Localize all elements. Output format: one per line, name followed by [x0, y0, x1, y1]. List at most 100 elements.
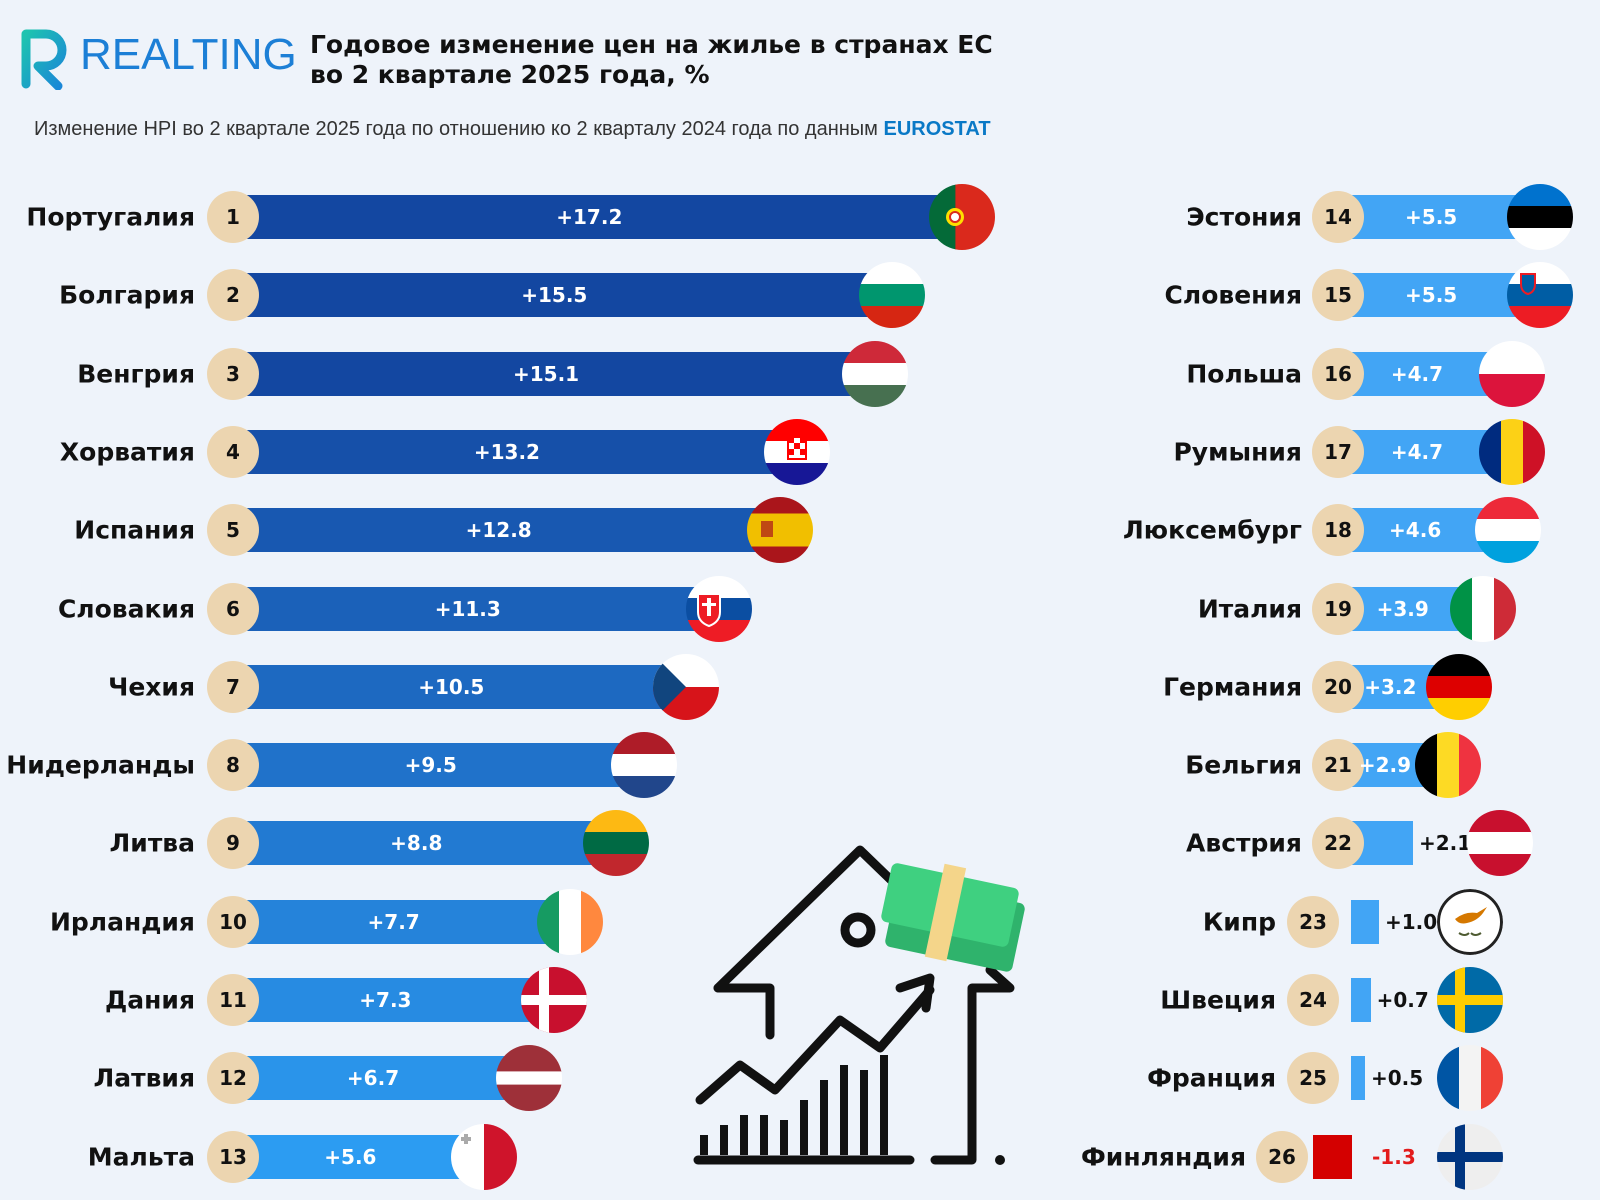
value-bar [240, 508, 781, 553]
rank-badge: 15 [1312, 269, 1364, 322]
country-name: Литва [109, 828, 195, 858]
country-name: Эстония [1186, 202, 1302, 232]
flag-ro-icon [1478, 418, 1545, 485]
flag-bg-icon [858, 262, 925, 329]
value-bar [1351, 899, 1379, 944]
value-label: +15.5 [521, 283, 588, 308]
flag-be-icon [1414, 732, 1481, 799]
country-name: Италия [1197, 594, 1302, 623]
value-bar [240, 743, 645, 788]
rank-badge: 9 [207, 817, 259, 870]
value-bar [1313, 1134, 1352, 1179]
rank-badge: 2 [207, 269, 259, 322]
value-label: +0.5 [1371, 1066, 1424, 1091]
chart-title: Годовое изменение цен на жилье в странах… [310, 30, 993, 90]
subtitle-text: Изменение HPI во 2 квартале 2025 года по… [34, 118, 884, 140]
flag-hu-icon [842, 340, 909, 407]
country-name: Хорватия [59, 437, 195, 467]
flag-it-icon [1450, 575, 1517, 642]
value-label: +17.2 [556, 205, 623, 229]
rank-badge: 26 [1256, 1130, 1308, 1183]
rank-badge: 14 [1312, 191, 1364, 243]
value-label: +2.9 [1358, 753, 1412, 778]
country-name: Кипр [1202, 907, 1276, 937]
flag-lv-icon [496, 1045, 563, 1112]
country-name: Испания [74, 515, 195, 545]
value-bar [240, 821, 616, 866]
country-name: Франция [1147, 1063, 1276, 1093]
flag-es-icon [747, 497, 814, 564]
realting-logo [18, 24, 72, 94]
value-label: -1.3 [1372, 1144, 1416, 1169]
rank-badge: 3 [207, 347, 259, 400]
value-bar [240, 978, 554, 1022]
value-label: +10.5 [418, 674, 485, 699]
value-bar [240, 351, 876, 396]
value-label: +12.8 [465, 518, 532, 543]
country-name: Румыния [1173, 437, 1302, 467]
flag-de-icon [1425, 653, 1492, 720]
flag-se-icon [1437, 967, 1503, 1033]
value-label: +7.7 [367, 909, 420, 934]
country-name: Португалия [26, 202, 195, 232]
rank-badge: 25 [1287, 1052, 1339, 1105]
country-name: Чехия [108, 672, 195, 702]
flag-si-icon [1507, 262, 1574, 329]
flag-fr-icon [1437, 1045, 1503, 1112]
country-name: Финляндия [1081, 1142, 1246, 1172]
value-label: +2.1 [1419, 831, 1472, 856]
country-name: Люксембург [1123, 515, 1302, 545]
country-name: Болгария [59, 280, 195, 310]
country-name: Германия [1163, 672, 1302, 702]
rank-badge: 16 [1312, 347, 1364, 400]
country-name: Латвия [93, 1063, 195, 1093]
flag-hr-icon [763, 418, 830, 485]
rank-badge: 19 [1312, 582, 1364, 635]
rank-badge: 24 [1287, 974, 1339, 1026]
country-name: Мальта [87, 1142, 195, 1172]
rank-badge: 4 [207, 425, 259, 478]
country-name: Ирландия [49, 907, 195, 937]
source-link: EUROSTAT [883, 118, 991, 140]
value-label: +4.6 [1389, 518, 1442, 543]
rank-badge: 7 [207, 660, 259, 713]
value-label: +4.7 [1390, 439, 1444, 464]
flag-fi-icon [1437, 1123, 1503, 1190]
country-name: Швеция [1160, 985, 1276, 1015]
country-name: Нидерланды [6, 750, 195, 780]
flag-cz-icon [652, 653, 719, 720]
value-bar [240, 899, 571, 944]
rank-badge: 21 [1312, 739, 1364, 792]
growth-bars-icon [700, 1055, 1005, 1165]
country-name: Словакия [57, 594, 195, 623]
flag-nl-icon [611, 732, 678, 799]
rank-badge: 1 [207, 191, 259, 243]
house-growth-illustration [693, 845, 1025, 1165]
country-name: Австрия [1186, 828, 1302, 858]
value-label: +7.3 [359, 988, 412, 1012]
value-bar [240, 1056, 530, 1101]
value-bar [240, 195, 962, 239]
value-label: +13.2 [473, 439, 540, 464]
title-line-2: во 2 квартале 2025 года, % [310, 60, 710, 89]
value-bar [240, 586, 719, 631]
flag-sk-icon [685, 575, 752, 642]
subtitle: Изменение HPI во 2 квартале 2025 года по… [34, 118, 991, 141]
rank-badge: 17 [1312, 425, 1364, 478]
value-label: +3.9 [1376, 596, 1429, 621]
rank-badge: 5 [207, 504, 259, 557]
value-bar [240, 273, 892, 318]
value-label: +6.7 [346, 1066, 400, 1091]
flag-cy-icon [1437, 888, 1503, 955]
flag-lt-icon [582, 810, 649, 877]
value-label: +0.7 [1376, 988, 1429, 1012]
value-label: +11.3 [434, 596, 501, 621]
rank-badge: 20 [1312, 660, 1364, 713]
country-name: Бельгия [1185, 750, 1302, 780]
flag-pt-icon [928, 184, 995, 250]
house-icon [693, 845, 1015, 1165]
rank-badge: 11 [207, 974, 259, 1026]
rank-badge: 22 [1312, 817, 1364, 870]
value-bar [240, 1134, 484, 1179]
flag-lu-icon [1475, 497, 1542, 564]
